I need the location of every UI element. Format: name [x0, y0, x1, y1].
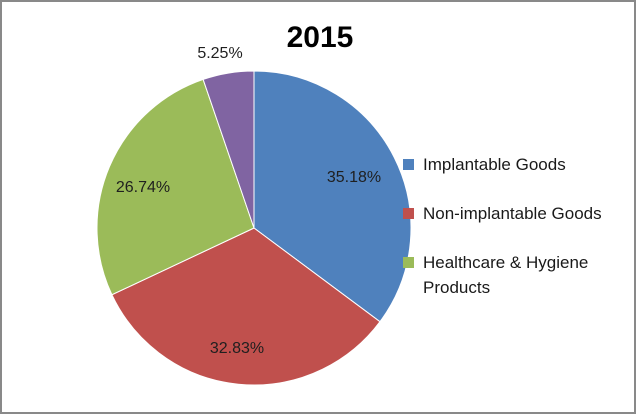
data-label-other: 5.25%	[197, 45, 243, 62]
pie-slice-2[interactable]	[96, 78, 255, 296]
chart-title: 2015	[286, 21, 354, 54]
legend-label: Implantable Goods	[423, 155, 566, 174]
data-label-non-implantable-goods: 32.83%	[209, 340, 265, 357]
data-label-healthcare-hygiene: 26.74%	[115, 179, 171, 196]
legend-swatch-icon	[403, 159, 414, 170]
chart-legend: Implantable Goods Non-implantable Goods He…	[403, 152, 617, 324]
pie-slice-3[interactable]	[202, 70, 255, 229]
legend-label: Healthcare & Hygiene Products	[423, 253, 589, 297]
pie-chart	[96, 70, 412, 386]
pie-slice-0[interactable]	[253, 70, 412, 323]
data-label-implantable-goods: 35.18%	[326, 169, 382, 186]
legend-swatch-icon	[403, 208, 414, 219]
legend-swatch-icon	[403, 257, 414, 268]
pie-slice-1[interactable]	[111, 227, 381, 386]
legend-item-1[interactable]: Non-implantable Goods	[403, 201, 617, 226]
legend-label: Non-implantable Goods	[423, 204, 602, 223]
legend-item-2[interactable]: Healthcare & Hygiene Products	[403, 250, 617, 300]
legend-item-0[interactable]: Implantable Goods	[403, 152, 617, 177]
